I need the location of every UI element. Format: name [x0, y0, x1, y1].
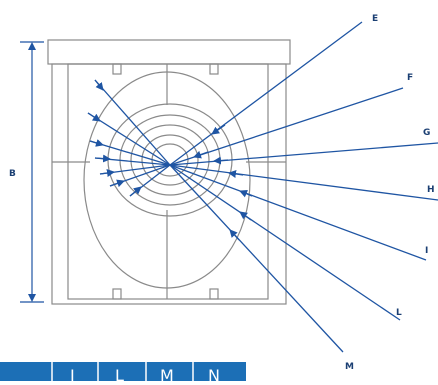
frame-top-lid — [47, 39, 291, 65]
ray-m-arrow — [229, 229, 240, 241]
ray-f-arrow — [193, 150, 209, 159]
ray-e-arrow — [211, 124, 226, 135]
header-band-background — [0, 362, 246, 381]
ray-label-l: L — [396, 308, 402, 318]
ray-m — [169, 164, 344, 353]
ray-arrowheads — [193, 124, 253, 241]
left-arrow-6-head — [109, 179, 125, 188]
ray-e — [169, 21, 363, 166]
ray-h — [169, 164, 438, 201]
dimension-arrow-top — [28, 42, 36, 50]
ray-i — [169, 164, 427, 261]
frame-notch-bottom-right — [209, 288, 219, 300]
left-arrow-5-head — [99, 169, 115, 177]
ray-g — [169, 142, 438, 166]
dimension-arrow-bottom — [28, 294, 36, 302]
ray-l-arrow — [239, 211, 252, 221]
header-label-i: I — [70, 366, 75, 381]
ray-label-g: G — [423, 128, 430, 138]
left-arrow-1 — [94, 79, 171, 166]
frame-notch-top-left — [112, 63, 122, 75]
header-band: I L M N — [0, 362, 246, 385]
ray-f — [169, 87, 404, 166]
frame-housing — [47, 39, 291, 305]
ring-1 — [107, 103, 233, 217]
ray-label-e: E — [372, 14, 378, 24]
ray-i-arrow — [239, 190, 253, 198]
left-arrow-7-head — [129, 186, 142, 197]
header-label-n: N — [208, 366, 220, 381]
ring-3 — [130, 124, 210, 196]
ring-outer — [83, 71, 251, 289]
ring-5 — [151, 143, 189, 177]
left-arrow-3-head — [89, 139, 104, 147]
header-label-m: M — [160, 366, 174, 381]
ray-label-m: M — [345, 362, 354, 372]
frame-inner-body — [67, 63, 269, 300]
ray-g-arrow — [213, 156, 229, 165]
dimension-label-b: B — [9, 169, 16, 179]
header-label-l: L — [115, 366, 124, 381]
ray-l — [169, 164, 401, 321]
ray-labels: E F G H I L M — [345, 14, 435, 372]
frame-notch-bottom-left — [112, 288, 122, 300]
frame-outer-body — [51, 63, 287, 305]
left-arrow-4-head — [94, 154, 111, 163]
left-incoming-arrows — [87, 79, 171, 197]
left-arrow-2 — [87, 112, 171, 166]
dimension-b — [20, 41, 44, 303]
ray-label-i: I — [425, 246, 428, 256]
left-arrow-2-head — [87, 112, 101, 122]
ray-h-arrow — [228, 170, 244, 178]
frame-notch-top-right — [209, 63, 219, 75]
left-arrow-1-head — [94, 79, 104, 91]
ray-label-f: F — [407, 73, 413, 83]
ray-label-h: H — [427, 185, 435, 195]
ring-4 — [141, 134, 199, 186]
